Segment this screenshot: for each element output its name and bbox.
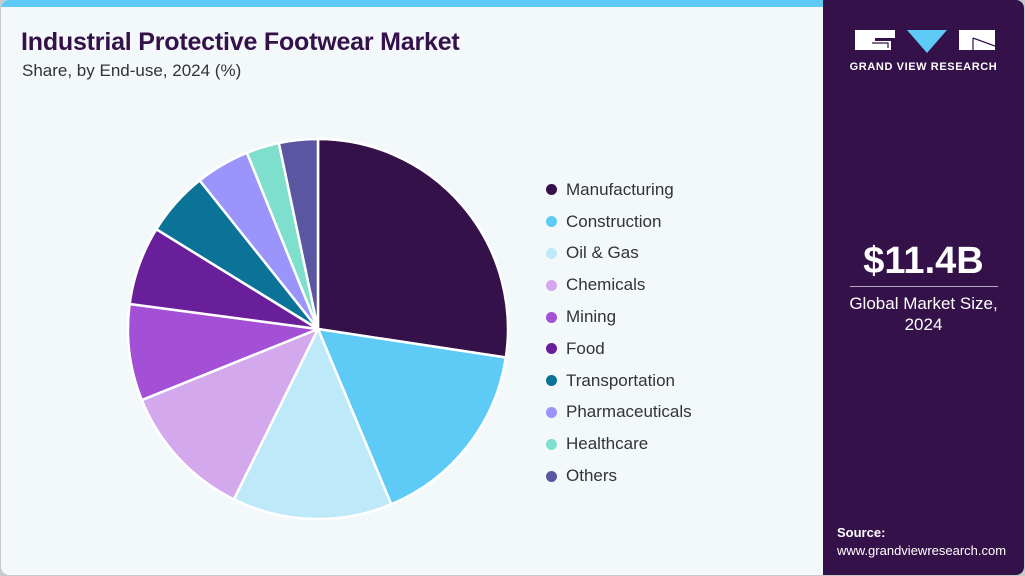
legend-label: Oil & Gas — [566, 243, 639, 263]
legend-label: Chemicals — [566, 275, 646, 295]
legend-label: Pharmaceuticals — [566, 402, 692, 422]
legend-dot-icon — [546, 216, 557, 228]
pie-slice-manufacturing[interactable] — [316, 137, 510, 359]
legend-dot-icon — [546, 343, 557, 355]
legend-dot-icon — [546, 406, 557, 418]
legend-dot-icon — [546, 184, 557, 196]
legend-label: Transportation — [566, 370, 675, 390]
legend-label: Manufacturing — [566, 179, 674, 199]
legend-item-healthcare[interactable]: Healthcare — [546, 428, 692, 460]
legend-label: Healthcare — [566, 434, 649, 454]
legend-dot-icon — [546, 438, 557, 450]
legend-item-oil-gas[interactable]: Oil & Gas — [546, 238, 692, 270]
legend-item-chemicals[interactable]: Chemicals — [546, 269, 692, 301]
grand-view-research-logo-icon — [855, 30, 995, 53]
divider — [850, 286, 998, 287]
legend-dot-icon — [546, 247, 557, 259]
legend-item-food[interactable]: Food — [546, 333, 692, 365]
pie-slice-oil-gas[interactable] — [232, 327, 393, 521]
source-label: Source: — [837, 525, 886, 540]
legend-item-construction[interactable]: Construction — [546, 206, 692, 238]
legend-label: Others — [566, 466, 618, 486]
legend-item-mining[interactable]: Mining — [546, 301, 692, 333]
market-size-label: Global Market Size, 2024 — [823, 293, 1024, 335]
pie-slice-construction[interactable] — [316, 327, 508, 506]
legend-dot-icon — [546, 375, 557, 387]
market-size-value: $11.4B — [863, 240, 984, 282]
chart-legend: Manufacturing Construction Oil & Gas Chemic… — [546, 174, 692, 492]
sidebar-panel: GRAND VIEW RESEARCH $11.4B Global Market… — [823, 0, 1024, 575]
chart-subtitle: Share, by End-use, 2024 (%) — [22, 61, 242, 80]
legend-item-pharmaceuticals[interactable]: Pharmaceuticals — [546, 397, 692, 429]
pie-slice-chemicals[interactable] — [140, 327, 320, 501]
legend-label: Mining — [566, 307, 617, 327]
legend-dot-icon — [546, 311, 557, 323]
source-link[interactable]: www.grandviewresearch.com — [837, 543, 1007, 558]
pie-slice-others[interactable] — [277, 137, 320, 331]
legend-label: Food — [566, 338, 605, 358]
legend-dot-icon — [546, 470, 557, 482]
chart-title: Industrial Protective Footwear Market — [21, 28, 460, 56]
legend-item-manufacturing[interactable]: Manufacturing — [546, 174, 692, 206]
accent-bar — [1, 0, 823, 7]
pie-slice-mining[interactable] — [126, 302, 320, 402]
pie-chart — [126, 137, 510, 521]
market-size-label-line1: Global Market Size, — [849, 294, 998, 313]
legend-item-others[interactable]: Others — [546, 460, 692, 492]
legend-label: Construction — [566, 211, 662, 231]
legend-item-transportation[interactable]: Transportation — [546, 365, 692, 397]
market-size-label-year: 2024 — [904, 315, 943, 334]
legend-dot-icon — [546, 279, 557, 291]
brand-name: GRAND VIEW RESEARCH — [849, 61, 998, 73]
